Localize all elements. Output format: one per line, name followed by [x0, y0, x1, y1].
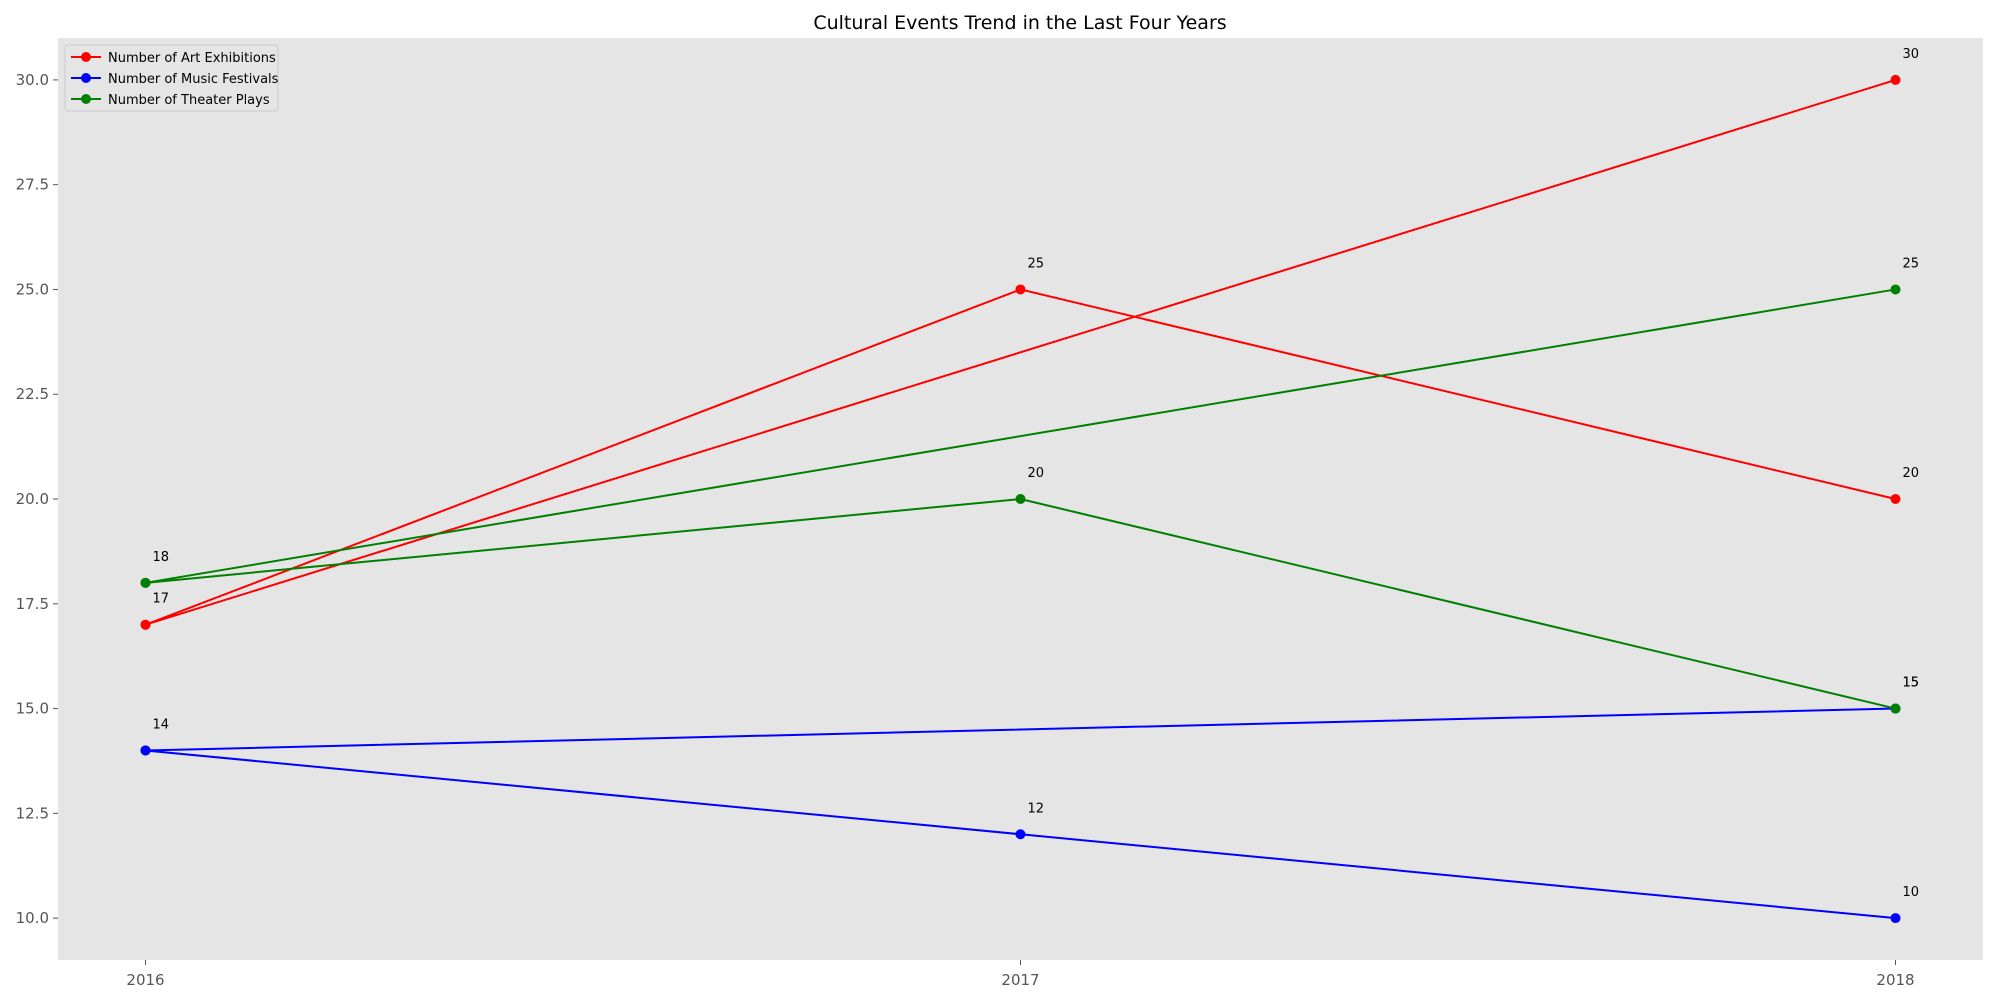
x-tick-label: 2018 [1876, 971, 1914, 989]
legend-label: Number of Art Exhibitions [108, 51, 276, 66]
data-label-number-of-theater-plays: 25 [1903, 256, 1920, 271]
y-tick-label: 25.0 [16, 280, 49, 298]
data-point-number-of-art-exhibitions [1015, 284, 1026, 295]
data-point-number-of-art-exhibitions [1890, 494, 1901, 504]
y-tick-label: 30.0 [16, 71, 49, 89]
y-tick-label: 12.5 [16, 804, 49, 822]
data-point-number-of-theater-plays [1015, 494, 1026, 504]
data-point-number-of-music-festivals [1890, 913, 1901, 924]
legend-marker-swatch [81, 52, 91, 62]
data-label-number-of-music-festivals: 12 [1028, 801, 1045, 816]
legend-label: Number of Music Festivals [108, 72, 279, 87]
legend-box [64, 44, 279, 112]
data-point-number-of-music-festivals [1015, 829, 1026, 840]
data-point-number-of-theater-plays [1890, 284, 1901, 295]
y-tick-label: 10.0 [16, 909, 49, 927]
data-label-number-of-music-festivals: 10 [1903, 885, 1920, 900]
x-tick-label: 2017 [1001, 971, 1039, 989]
data-label-number-of-art-exhibitions: 25 [1028, 256, 1045, 271]
legend-marker-swatch [81, 94, 91, 104]
data-label-number-of-theater-plays: 20 [1028, 466, 1045, 481]
legend: Number of Art Exhibitions Number of Music… [64, 44, 279, 112]
data-point-number-of-art-exhibitions [1890, 74, 1901, 85]
axis-layer: 2016 2017 201810.012.515.017.520.022.525.0… [16, 71, 1915, 989]
data-point-number-of-theater-plays [1890, 703, 1901, 714]
legend-marker-swatch [81, 73, 91, 83]
y-tick-label: 27.5 [16, 176, 49, 194]
y-tick-label: 22.5 [16, 385, 49, 403]
y-tick-label: 17.5 [16, 595, 49, 613]
data-label-number-of-music-festivals: 14 [153, 717, 170, 732]
data-point-number-of-music-festivals [140, 745, 151, 756]
legend-label: Number of Theater Plays [108, 93, 270, 108]
x-tick-label: 2016 [126, 971, 164, 989]
data-label-number-of-art-exhibitions: 30 [1903, 47, 1920, 62]
data-point-number-of-theater-plays [140, 577, 151, 588]
data-label-number-of-theater-plays: 18 [153, 550, 170, 565]
data-label-number-of-music-festivals: 15 [1903, 676, 1920, 691]
y-tick-label: 20.0 [16, 490, 49, 508]
data-label-number-of-art-exhibitions: 17 [153, 592, 170, 607]
chart-title: Cultural Events Trend in the Last Four Y… [813, 12, 1226, 34]
data-point-number-of-art-exhibitions [140, 619, 151, 630]
data-label-number-of-theater-plays: 15 [1903, 676, 1920, 691]
data-label-number-of-art-exhibitions: 20 [1903, 466, 1920, 481]
y-tick-label: 15.0 [16, 700, 49, 718]
